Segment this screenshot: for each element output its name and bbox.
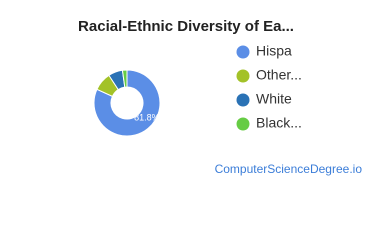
legend-marker	[236, 117, 250, 131]
chart-title: Racial-Ethnic Diversity of Ea...	[78, 18, 294, 35]
chart: Racial-Ethnic Diversity of Ea... Compute…	[78, 18, 363, 176]
donut-slice	[121, 69, 128, 88]
donut-slice	[93, 69, 161, 137]
legend-label: Other...	[256, 67, 302, 83]
legend-label: White	[256, 91, 292, 107]
legend-marker	[236, 93, 250, 107]
legend-label: Hispa	[256, 43, 292, 59]
source-link[interactable]: ComputerScienceDegree.io	[215, 162, 363, 176]
legend-label: Black...	[256, 115, 302, 131]
legend-marker	[236, 45, 250, 59]
legend-marker	[236, 69, 250, 83]
data-label: 81.8%	[134, 112, 160, 122]
